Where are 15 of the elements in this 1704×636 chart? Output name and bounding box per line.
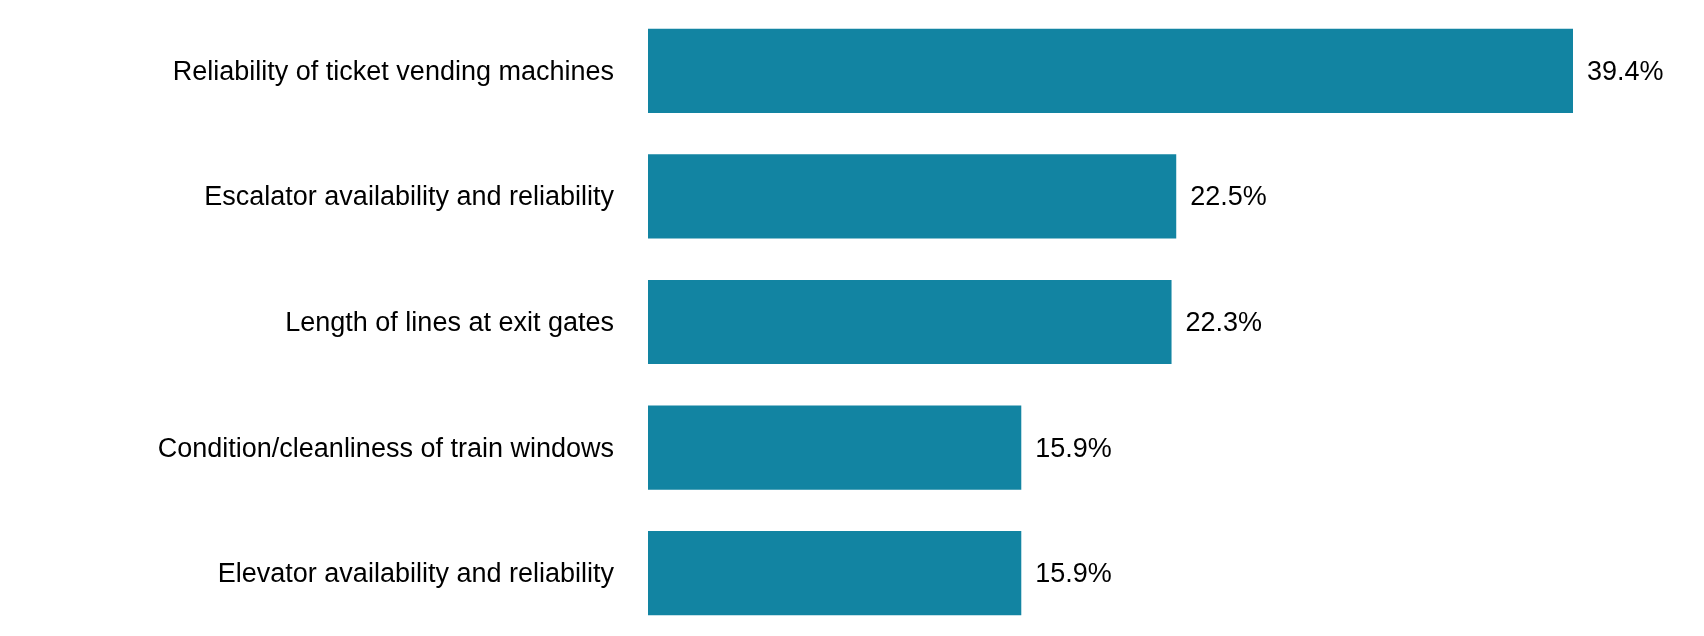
y-tick-label: Reliability of ticket vending machines [172, 55, 614, 86]
bar [648, 405, 1022, 490]
bar [648, 154, 1177, 239]
bar [648, 28, 1573, 113]
y-tick-label: Length of lines at exit gates [285, 307, 614, 337]
data-label: 22.3% [1185, 307, 1263, 337]
data-label: 22.5% [1190, 181, 1267, 212]
data-label: 15.9% [1035, 558, 1112, 589]
y-tick-label: Condition/cleanliness of train windows [157, 432, 614, 463]
bar [648, 279, 1172, 365]
y-tick-label: Elevator availability and reliability [217, 558, 615, 589]
y-tick-label: Escalator availability and reliability [204, 181, 615, 212]
bar [648, 531, 1022, 616]
data-label: 15.9% [1035, 432, 1112, 463]
data-label: 39.4% [1587, 55, 1664, 86]
